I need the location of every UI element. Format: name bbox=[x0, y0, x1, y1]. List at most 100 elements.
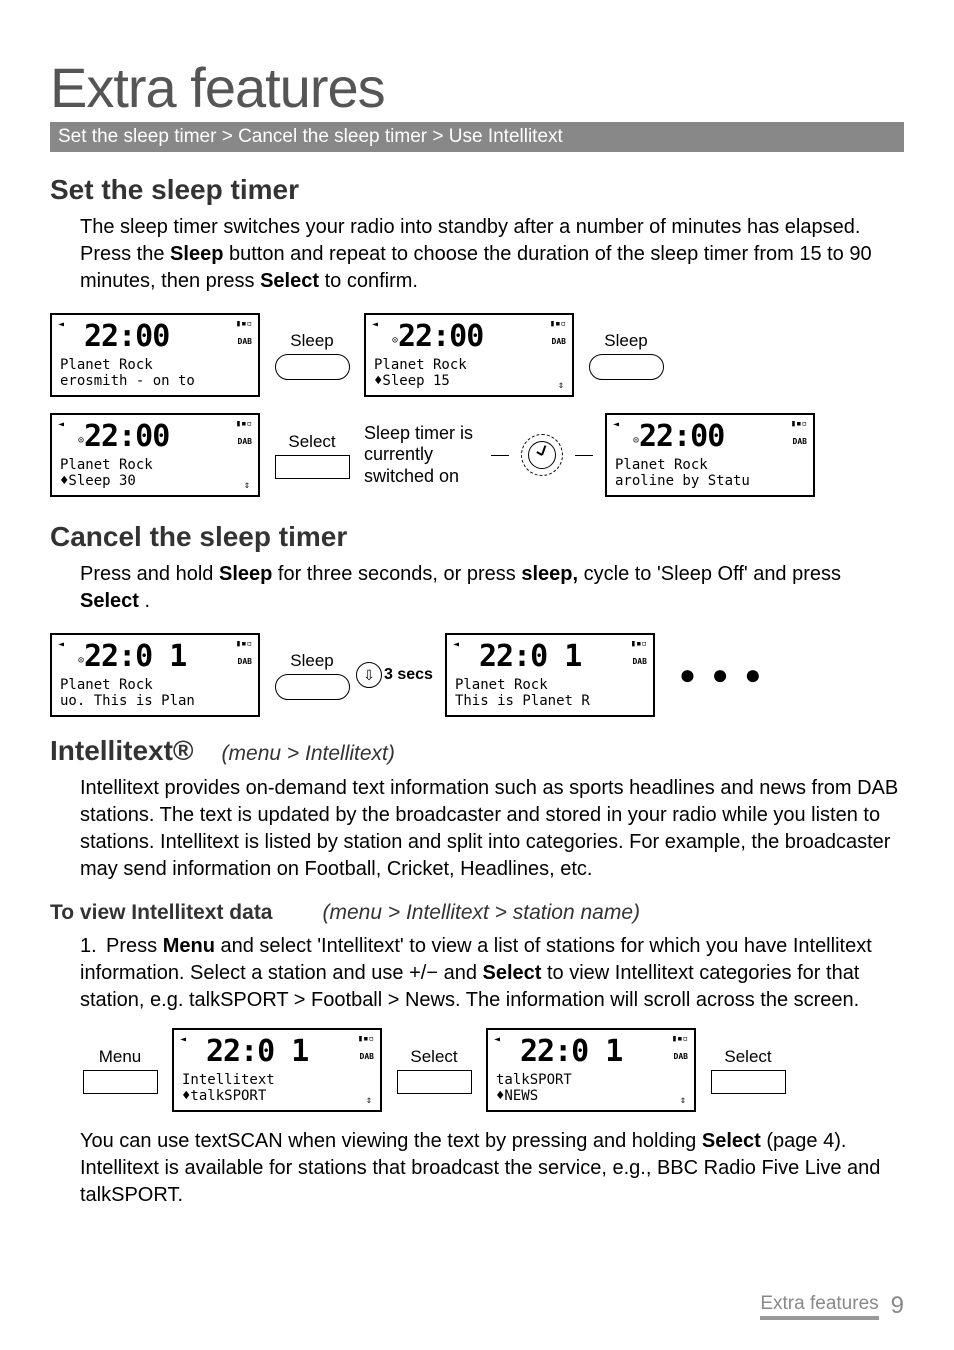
dab-label: DAB bbox=[360, 1052, 374, 1061]
signal-icon: ▮▪▫ bbox=[236, 319, 252, 329]
lcd-line-2: ♦talkSPORT bbox=[182, 1088, 372, 1104]
button-shape bbox=[711, 1070, 786, 1094]
lcd-screen: ◄ ⊙ ▮▪▫ DAB 22:00 Planet Rock ♦Sleep 30 … bbox=[50, 413, 260, 497]
back-icon: ◄ bbox=[58, 639, 64, 650]
text-strong: sleep, bbox=[521, 563, 578, 585]
step-1: 1.Press Menu and select 'Intellitext' to… bbox=[80, 933, 904, 1014]
cancel-diagram-row: ◄ ⊙ ▮▪▫ DAB 22:0 1 Planet Rock uo. This … bbox=[50, 633, 904, 717]
sleep-button-diagram: Sleep bbox=[586, 331, 666, 380]
hold-sleep-diagram: Sleep ⇩ 3 secs bbox=[272, 651, 433, 700]
page-footer: Extra features 9 bbox=[760, 1292, 904, 1320]
text: and bbox=[438, 962, 482, 984]
text: The sleep timer switches your radio into… bbox=[80, 216, 860, 238]
sleep-note: Sleep timer is currently switched on bbox=[364, 423, 479, 488]
lcd-line-2: erosmith - on to bbox=[60, 373, 250, 389]
back-icon: ◄ bbox=[613, 419, 619, 430]
lcd-screen: ◄ ▮▪▫ DAB 22:0 1 talkSPORT ♦NEWS ⇕ bbox=[486, 1028, 696, 1112]
lcd-screen: ◄ ▮▪▫ DAB 22:00 Planet Rock erosmith - o… bbox=[50, 313, 260, 397]
text: You can use textSCAN when viewing the te… bbox=[80, 1130, 702, 1152]
text: Press the bbox=[80, 243, 170, 265]
button-shape bbox=[83, 1070, 158, 1094]
back-icon: ◄ bbox=[372, 319, 378, 330]
lcd-line-2: aroline by Statu bbox=[615, 473, 805, 489]
text: cycle to 'Sleep Off' and press bbox=[578, 563, 841, 585]
updown-icon: ⇕ bbox=[680, 1095, 686, 1106]
heading-sleep-timer: Set the sleep timer bbox=[50, 174, 904, 206]
lcd-line-1: talkSPORT bbox=[496, 1072, 686, 1088]
breadcrumb: Set the sleep timer > Cancel the sleep t… bbox=[50, 122, 904, 152]
button-label: Menu bbox=[80, 1047, 160, 1067]
lcd-time: 22:0 1 bbox=[206, 1034, 308, 1069]
select-button-diagram: Select bbox=[708, 1047, 788, 1094]
lcd-time: 22:00 bbox=[84, 419, 169, 454]
lcd-line-2: ♦Sleep 30 bbox=[60, 473, 250, 489]
button-shape bbox=[397, 1070, 472, 1094]
button-shape bbox=[589, 354, 664, 380]
lcd-time: 22:0 1 bbox=[479, 639, 581, 674]
lcd-screen: ◄ ⊙ ▮▪▫ DAB 22:00 Planet Rock aroline by… bbox=[605, 413, 815, 497]
connector-line bbox=[575, 455, 593, 456]
button-label: Sleep bbox=[272, 651, 352, 671]
back-icon: ◄ bbox=[58, 419, 64, 430]
lcd-line-2: ♦NEWS bbox=[496, 1088, 686, 1104]
signal-icon: ▮▪▫ bbox=[672, 1034, 688, 1044]
button-shape bbox=[275, 674, 350, 700]
sleep-intro: The sleep timer switches your radio into… bbox=[80, 214, 904, 295]
updown-icon: ⇕ bbox=[244, 480, 250, 491]
connector-line bbox=[491, 455, 509, 456]
lcd-line-2: uo. This is Plan bbox=[60, 693, 250, 709]
button-shape bbox=[275, 354, 350, 380]
lcd-line-1: Planet Rock bbox=[374, 357, 564, 373]
signal-icon: ▮▪▫ bbox=[550, 319, 566, 329]
back-icon: ◄ bbox=[453, 639, 459, 650]
clock-mini-icon: ⊙ bbox=[78, 435, 84, 446]
page-number: 9 bbox=[891, 1292, 904, 1320]
button-label: Sleep bbox=[586, 331, 666, 351]
intellitext-footer-para: You can use textSCAN when viewing the te… bbox=[80, 1128, 904, 1209]
menu-button-diagram: Menu bbox=[80, 1047, 160, 1094]
button-label: Select bbox=[272, 432, 352, 452]
lcd-line-2: This is Planet R bbox=[455, 693, 645, 709]
signal-icon: ▮▪▫ bbox=[791, 419, 807, 429]
signal-icon: ▮▪▫ bbox=[236, 419, 252, 429]
text: Press bbox=[106, 935, 163, 957]
lcd-time: 22:00 bbox=[398, 319, 483, 354]
lcd-line-1: Intellitext bbox=[182, 1072, 372, 1088]
clock-icon bbox=[521, 434, 563, 476]
intellitext-para: Intellitext provides on-demand text info… bbox=[80, 775, 904, 883]
sleep-diagram-row-1: ◄ ▮▪▫ DAB 22:00 Planet Rock erosmith - o… bbox=[50, 313, 904, 397]
back-icon: ◄ bbox=[58, 319, 64, 330]
lcd-line-1: Planet Rock bbox=[60, 457, 250, 473]
cancel-text: Press and hold Sleep for three seconds, … bbox=[80, 561, 904, 615]
back-icon: ◄ bbox=[494, 1034, 500, 1045]
lcd-line-1: Planet Rock bbox=[60, 357, 250, 373]
lcd-line-1: Planet Rock bbox=[615, 457, 805, 473]
lcd-screen: ◄ ⊙ ▮▪▫ DAB 22:0 1 Planet Rock uo. This … bbox=[50, 633, 260, 717]
updown-icon: ⇕ bbox=[366, 1095, 372, 1106]
dab-label: DAB bbox=[238, 337, 252, 346]
hold-duration: 3 secs bbox=[384, 666, 433, 684]
text: for three seconds, or press bbox=[272, 563, 521, 585]
dab-label: DAB bbox=[674, 1052, 688, 1061]
dab-label: DAB bbox=[238, 657, 252, 666]
lcd-time: 22:00 bbox=[639, 419, 724, 454]
dab-label: DAB bbox=[552, 337, 566, 346]
text-strong: Select bbox=[260, 270, 319, 292]
signal-icon: ▮▪▫ bbox=[358, 1034, 374, 1044]
hold-icon: ⇩ bbox=[356, 662, 382, 688]
clock-mini-icon: ⊙ bbox=[392, 335, 398, 346]
select-button-diagram: Select bbox=[394, 1047, 474, 1094]
heading-intellitext: Intellitext® bbox=[50, 735, 194, 767]
lcd-line-1: Planet Rock bbox=[60, 677, 250, 693]
clock-mini-icon: ⊙ bbox=[633, 435, 639, 446]
button-label: Sleep bbox=[272, 331, 352, 351]
back-icon: ◄ bbox=[180, 1034, 186, 1045]
ellipsis-dots: ● ● ● bbox=[679, 659, 765, 691]
lcd-time: 22:00 bbox=[84, 319, 169, 354]
text: . bbox=[139, 590, 150, 612]
button-label: Select bbox=[708, 1047, 788, 1067]
signal-icon: ▮▪▫ bbox=[631, 639, 647, 649]
text: Press and hold bbox=[80, 563, 219, 585]
dab-label: DAB bbox=[238, 437, 252, 446]
signal-icon: ▮▪▫ bbox=[236, 639, 252, 649]
